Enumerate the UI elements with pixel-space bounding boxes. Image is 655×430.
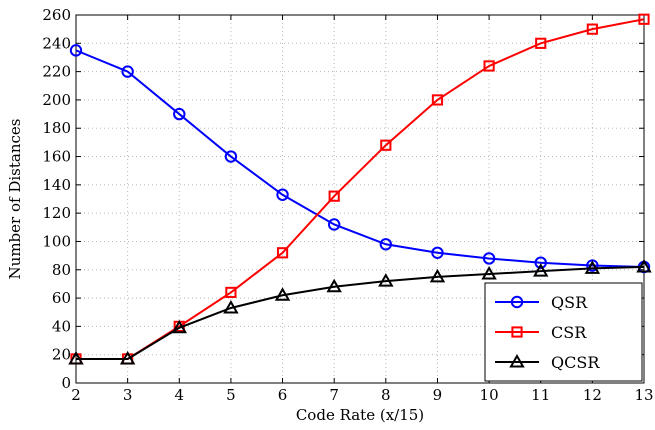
data-point-qsr bbox=[327, 218, 341, 231]
legend-marker bbox=[511, 326, 523, 338]
x-tick-label: 13 bbox=[634, 386, 653, 404]
x-tick-label: 9 bbox=[433, 386, 443, 404]
legend: QSR CSR QCSR bbox=[484, 282, 643, 382]
x-tick-label: 4 bbox=[174, 386, 184, 404]
axis-ticks: 2 3 4 5 6 7 8 9 10 11 12 13 0 20 40 60 80 100 120 140 160 180… bbox=[42, 6, 653, 404]
legend-label: CSR bbox=[551, 323, 587, 342]
x-tick-label: 7 bbox=[329, 386, 339, 404]
y-tick-label: 20 bbox=[52, 346, 71, 364]
y-tick-label: 60 bbox=[52, 289, 71, 307]
series-line-csr bbox=[76, 18, 645, 360]
y-tick-label: 120 bbox=[42, 204, 71, 222]
data-point-qcsr bbox=[481, 265, 497, 280]
y-tick-label: 100 bbox=[42, 232, 71, 250]
series-line-qcsr bbox=[76, 265, 645, 360]
data-point-csr bbox=[586, 23, 598, 35]
legend-marker bbox=[509, 353, 525, 368]
data-point-csr bbox=[225, 286, 237, 299]
data-point-qsr bbox=[173, 107, 186, 121]
data-point-qcsr bbox=[68, 350, 84, 365]
x-tick-label: 5 bbox=[226, 386, 236, 404]
data-point-qcsr bbox=[533, 263, 549, 277]
data-point-qcsr bbox=[584, 260, 601, 274]
data-point-qsr bbox=[276, 188, 289, 201]
legend-label: QSR bbox=[551, 293, 588, 312]
y-tick-label: 40 bbox=[52, 317, 71, 335]
plot-frame bbox=[75, 14, 645, 384]
y-tick-label: 0 bbox=[61, 374, 71, 392]
legend-marker bbox=[510, 295, 524, 309]
x-tick-label: 12 bbox=[583, 386, 602, 404]
x-tick-label: 2 bbox=[71, 386, 81, 404]
data-point-qcsr bbox=[119, 350, 136, 365]
data-point-qsr bbox=[121, 65, 134, 78]
data-point-qsr bbox=[534, 256, 547, 269]
data-point-csr bbox=[535, 37, 547, 49]
series-qcsr bbox=[68, 258, 652, 365]
y-tick-label: 160 bbox=[42, 148, 71, 166]
y-tick-label: 180 bbox=[42, 119, 71, 137]
y-axis-label: Number of Distances bbox=[6, 119, 24, 280]
legend-item-qcsr: QCSR bbox=[495, 353, 600, 372]
legend-item-csr: CSR bbox=[495, 323, 587, 342]
x-tick-label: 11 bbox=[531, 386, 550, 404]
data-point-csr bbox=[276, 247, 289, 259]
data-point-csr bbox=[380, 139, 392, 151]
series-line-qsr bbox=[75, 49, 645, 268]
data-point-csr bbox=[638, 13, 650, 25]
data-point-qsr bbox=[224, 150, 238, 163]
y-tick-label: 240 bbox=[42, 34, 71, 52]
data-point-qcsr bbox=[378, 273, 394, 287]
y-tick-label: 80 bbox=[52, 261, 71, 279]
x-tick-label: 6 bbox=[278, 386, 288, 404]
data-point-qcsr bbox=[171, 319, 187, 334]
x-tick-label: 10 bbox=[480, 386, 499, 404]
data-point-qcsr bbox=[429, 268, 446, 283]
x-tick-label: 3 bbox=[123, 386, 133, 404]
data-point-csr bbox=[431, 94, 444, 106]
x-axis-label: Code Rate (x/15) bbox=[296, 406, 424, 424]
legend-item-qsr: QSR bbox=[495, 293, 588, 312]
data-point-qsr bbox=[431, 246, 444, 259]
series-group bbox=[68, 13, 652, 365]
x-tick-label: 8 bbox=[381, 386, 391, 404]
data-point-qcsr bbox=[326, 278, 342, 293]
data-point-qsr bbox=[69, 44, 83, 57]
y-tick-label: 220 bbox=[42, 63, 71, 81]
y-tick-label: 140 bbox=[42, 176, 71, 194]
data-point-csr bbox=[328, 190, 340, 202]
y-tick-label: 260 bbox=[42, 6, 71, 24]
data-point-qcsr bbox=[636, 258, 652, 273]
series-qsr bbox=[69, 44, 651, 274]
data-point-qsr bbox=[586, 259, 599, 272]
legend-label: QCSR bbox=[551, 353, 600, 372]
data-point-csr bbox=[483, 60, 495, 72]
data-point-qsr bbox=[379, 238, 393, 251]
y-tick-label: 200 bbox=[42, 91, 71, 109]
data-point-qsr bbox=[482, 252, 496, 265]
data-point-qcsr bbox=[223, 299, 239, 314]
data-point-qcsr bbox=[274, 287, 291, 301]
